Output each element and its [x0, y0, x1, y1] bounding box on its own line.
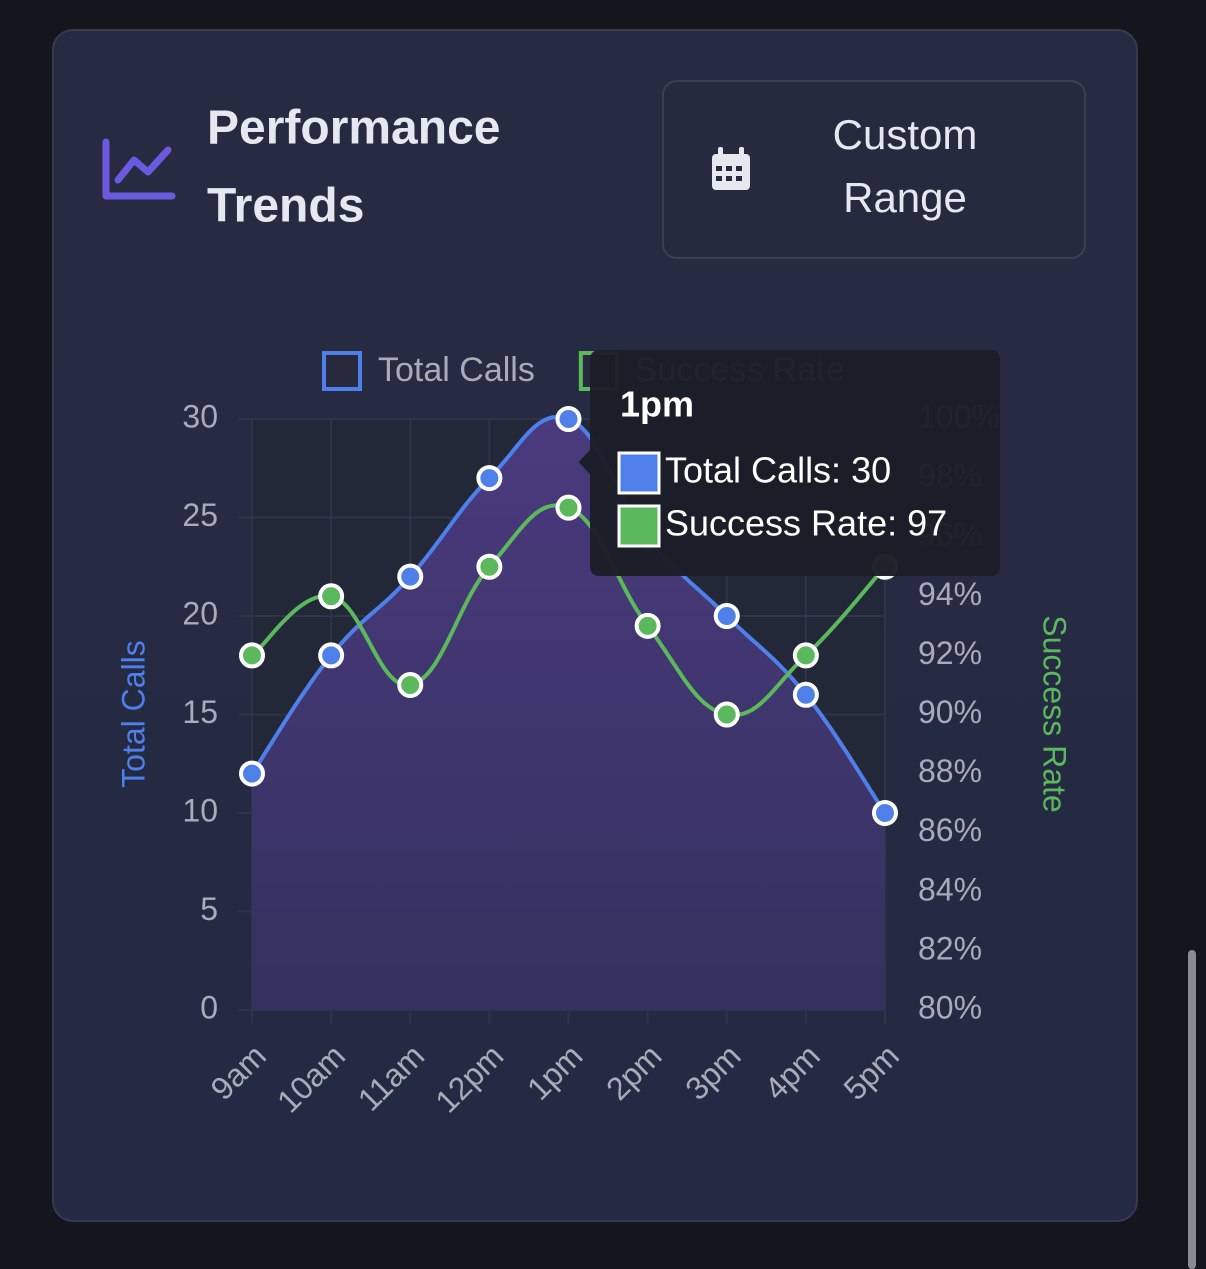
tooltip-line: Success Rate: 97: [665, 503, 947, 544]
y2-tick-label: 88%: [918, 753, 982, 789]
data-point: [397, 563, 424, 590]
tooltip-box: [578, 350, 1000, 576]
legend-swatch: [322, 351, 362, 391]
tooltip-swatch: [617, 451, 661, 495]
data-point: [792, 681, 819, 708]
button-frame[interactable]: [662, 80, 1086, 259]
y-tick-label: 0: [200, 989, 218, 1025]
legend-item[interactable]: Total Calls: [322, 351, 535, 391]
button-label[interactable]: Range: [843, 174, 967, 221]
y2-tick-label: 92%: [918, 635, 982, 671]
data-point: [792, 642, 819, 669]
y2-tick-label: 82%: [918, 930, 982, 966]
y-tick-label: 20: [182, 595, 218, 631]
data-point: [476, 465, 503, 492]
tooltip: 1pm Total Calls: 30 Success Rate: 97: [578, 350, 1000, 576]
data-point: [476, 553, 503, 580]
y2-tick-label: 94%: [918, 576, 982, 612]
data-point: [239, 642, 265, 669]
data-point: [555, 494, 582, 521]
data-point: [318, 583, 345, 610]
calendar-icon: [712, 147, 750, 190]
button-label[interactable]: Custom: [833, 111, 978, 158]
y-tick-label: 5: [200, 891, 218, 927]
data-point: [239, 760, 265, 787]
y-tick-label: 25: [182, 497, 218, 533]
header-title: Trends: [207, 180, 364, 233]
y-tick-label: 10: [182, 792, 218, 828]
area: [252, 416, 885, 1010]
y2-tick-label: 86%: [918, 812, 982, 848]
data-point: [318, 642, 345, 669]
data-point: [634, 612, 661, 639]
scrollbar: [1188, 950, 1196, 1269]
data-point: [555, 406, 582, 432]
y2-tick-label: 84%: [918, 871, 982, 907]
data-point: [713, 603, 740, 629]
y-tick-label: 15: [182, 694, 218, 730]
legend-label: Total Calls: [378, 351, 535, 389]
data-point: [713, 701, 740, 728]
data-point: [397, 671, 424, 698]
chart-icon: [102, 138, 176, 200]
custom-range-button[interactable]: Custom Range: [662, 80, 1086, 259]
y-axis-title: Total Calls: [115, 640, 151, 788]
header-title: Performance: [207, 102, 500, 155]
y2-tick-label: 90%: [918, 694, 982, 730]
tooltip-title: 1pm: [620, 384, 694, 425]
y-tick-label: 30: [182, 398, 218, 434]
y2-tick-label: 80%: [918, 989, 982, 1025]
tooltip-line: Total Calls: 30: [665, 450, 891, 491]
data-point: [872, 800, 898, 826]
y2-axis-title: Success Rate: [1037, 615, 1073, 812]
tooltip-swatch: [617, 504, 661, 548]
